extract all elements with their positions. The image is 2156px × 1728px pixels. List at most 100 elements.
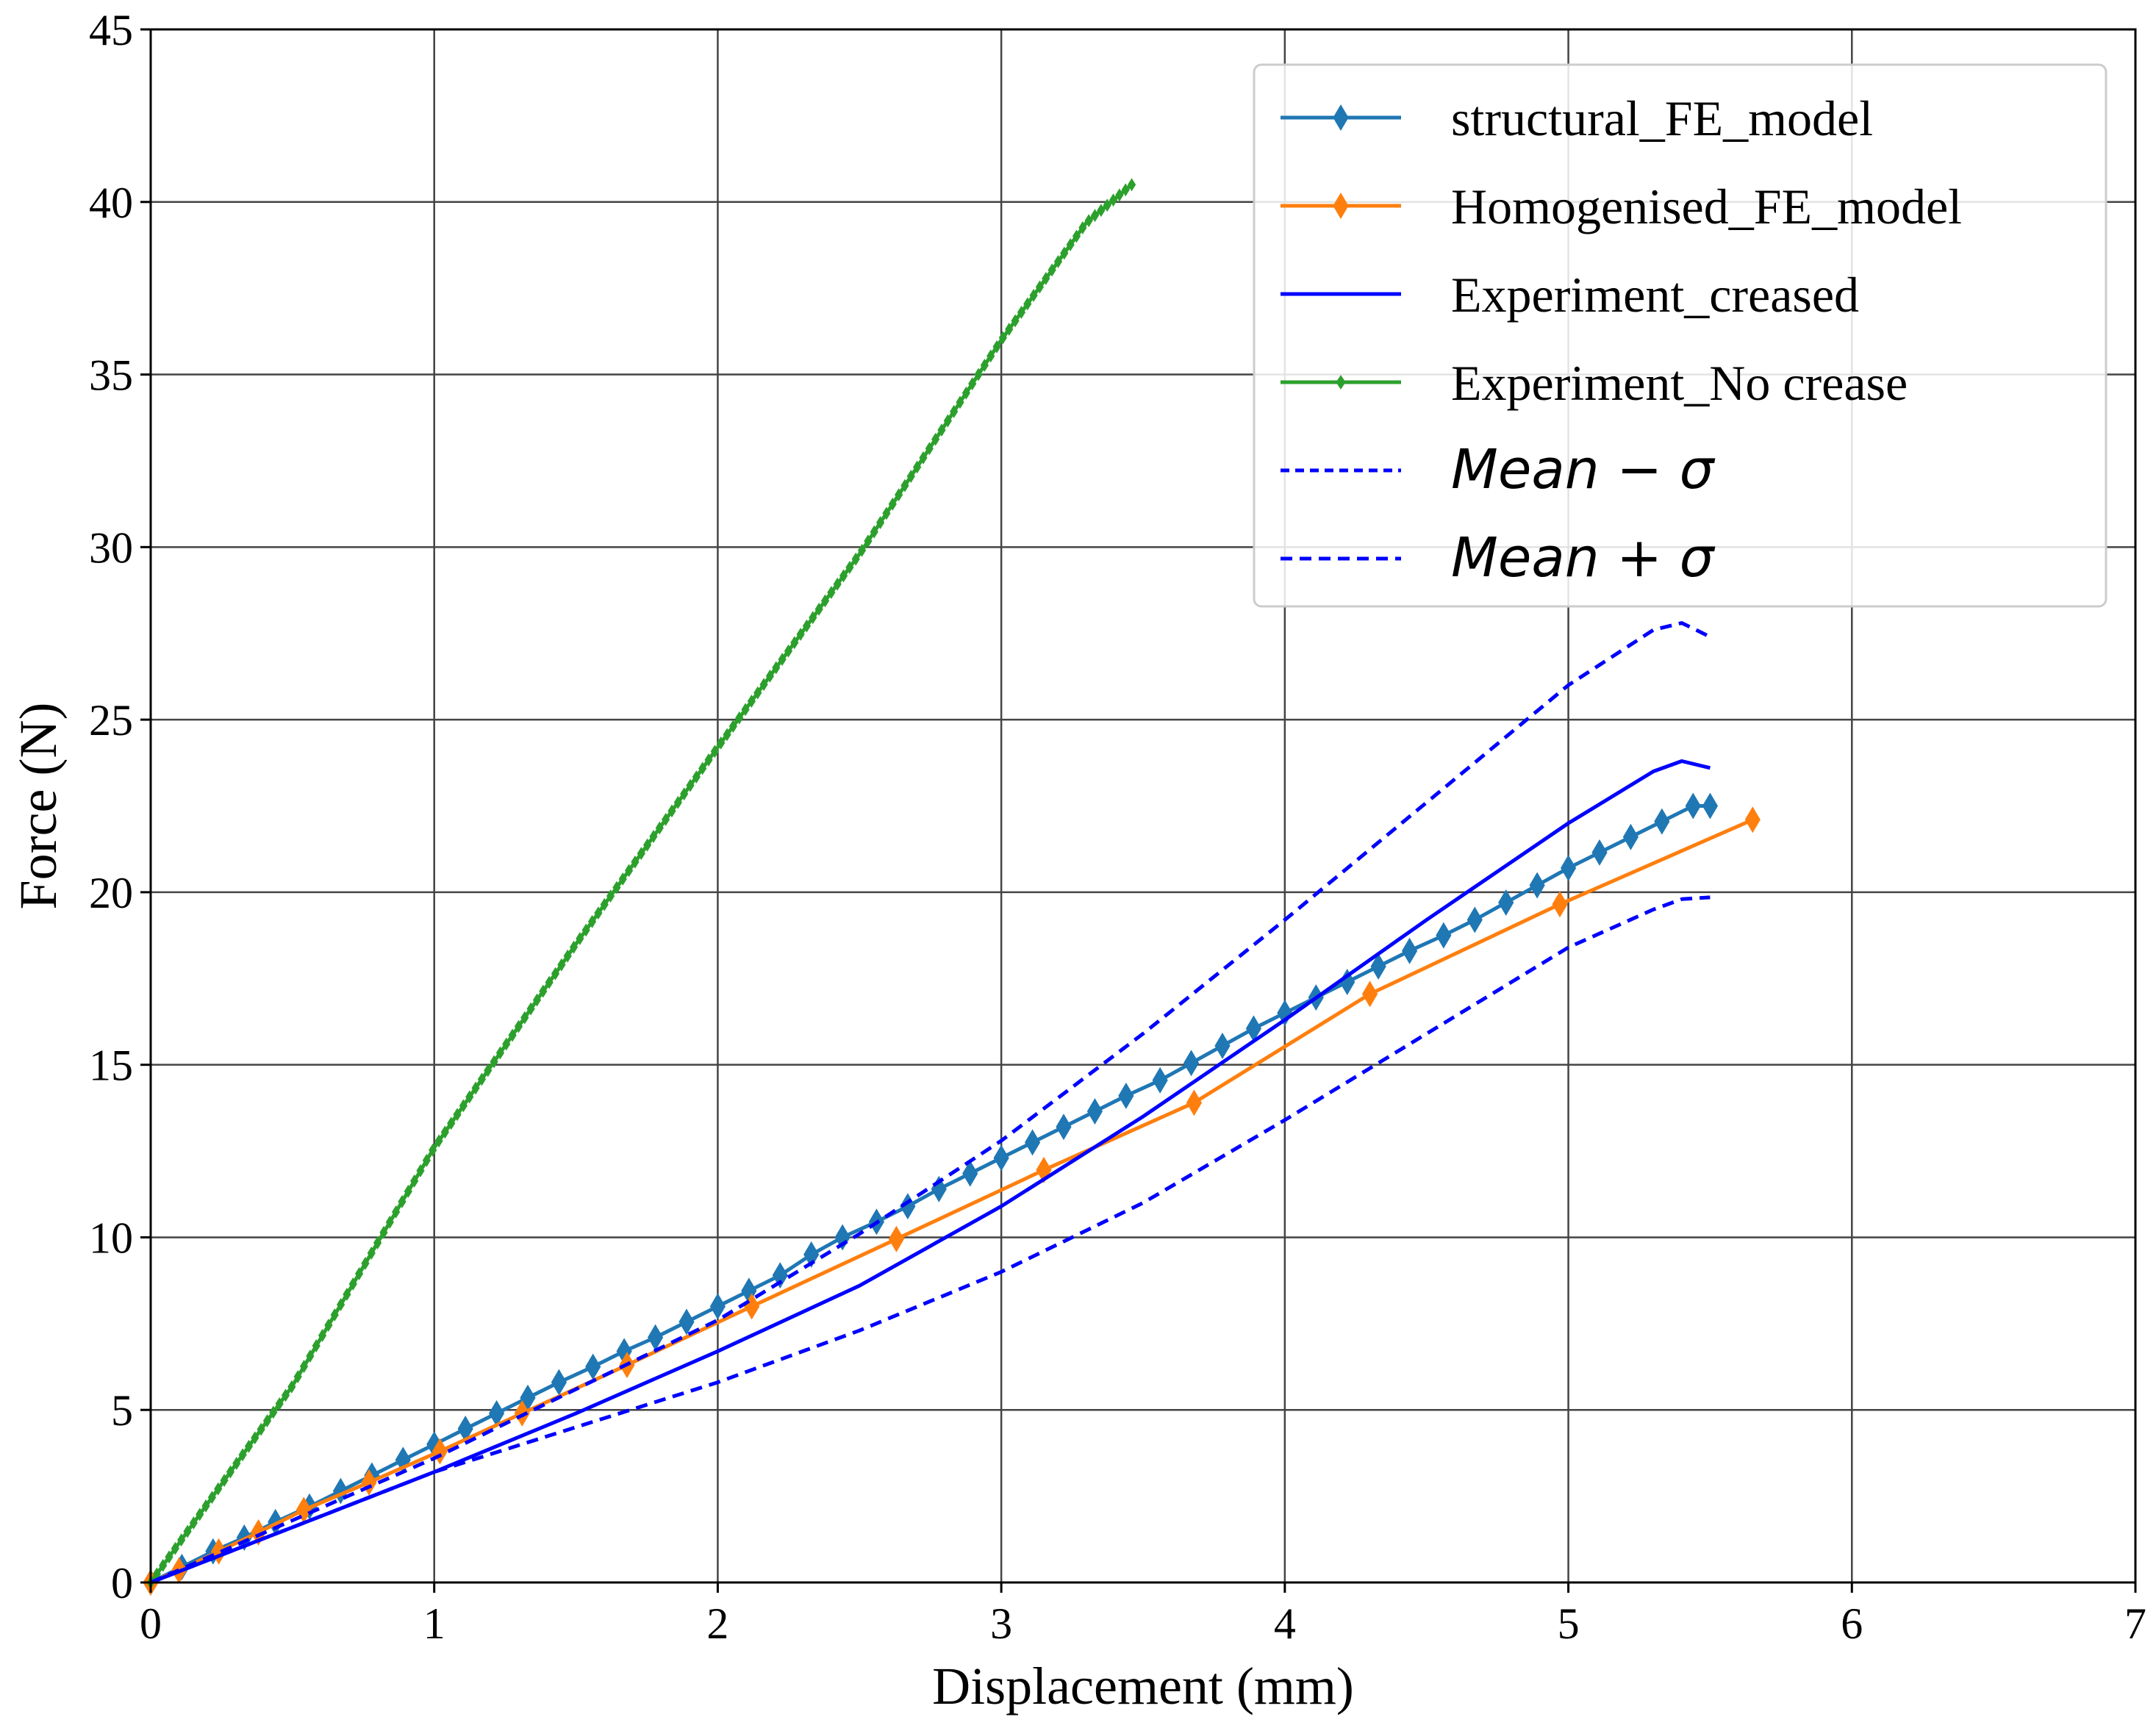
x-tick-label: 4 <box>1274 1599 1296 1648</box>
data-point <box>820 594 830 608</box>
data-point <box>875 516 885 529</box>
data-point <box>913 460 922 474</box>
data-point <box>177 1533 186 1547</box>
data-point <box>1078 221 1087 234</box>
data-point <box>1361 980 1378 1008</box>
data-point <box>348 1277 357 1291</box>
data-point <box>440 1125 449 1139</box>
x-tick-label: 2 <box>706 1599 728 1648</box>
data-point <box>735 711 744 725</box>
data-point <box>778 653 787 667</box>
data-point <box>281 1388 290 1402</box>
data-point <box>943 414 952 428</box>
data-point <box>299 1360 309 1373</box>
legend-label: Experiment_No crease <box>1451 355 1908 411</box>
data-point <box>680 787 689 801</box>
data-point <box>790 636 799 650</box>
data-point <box>244 1439 254 1453</box>
data-point <box>214 1482 223 1496</box>
plot-frame <box>149 28 2137 1584</box>
data-point <box>539 984 548 998</box>
legend-entry: Homogenised_FE_model <box>1281 179 1962 234</box>
data-point <box>262 1414 272 1428</box>
data-point <box>968 377 977 391</box>
data-point <box>1023 297 1032 311</box>
data-point <box>361 1256 370 1270</box>
y-tick-label: 40 <box>89 179 133 227</box>
data-point <box>1060 246 1069 260</box>
series-line <box>149 621 1711 1585</box>
data-point <box>802 619 812 633</box>
data-point <box>1183 1050 1200 1077</box>
data-point <box>803 1241 820 1268</box>
data-point <box>201 1499 210 1513</box>
legend-label: structural_FE_model <box>1451 90 1873 146</box>
data-point <box>587 914 597 928</box>
x-tick-label: 5 <box>1558 1599 1580 1648</box>
legend-label: Homogenised_FE_model <box>1451 179 1962 234</box>
data-point <box>532 993 542 1007</box>
data-point <box>1370 953 1386 980</box>
data-point <box>814 602 823 616</box>
data-point <box>710 745 719 759</box>
x-tick-label: 3 <box>990 1599 1012 1648</box>
data-point <box>385 1215 394 1229</box>
data-point <box>220 1474 229 1488</box>
data-point <box>563 949 572 963</box>
data-point <box>189 1516 198 1530</box>
data-point <box>1053 254 1063 268</box>
series-mean <box>150 895 1711 1585</box>
data-point <box>1744 806 1761 833</box>
y-tick-label: 0 <box>111 1559 133 1607</box>
data-point <box>882 506 891 520</box>
data-point <box>453 1108 462 1122</box>
data-point <box>980 359 989 372</box>
data-point <box>765 669 775 683</box>
y-axis-label: Force (N) <box>9 703 68 910</box>
data-point <box>784 644 793 658</box>
data-point <box>526 1002 535 1016</box>
y-tick-label: 25 <box>89 696 133 745</box>
data-point <box>741 703 750 717</box>
x-tick-label: 7 <box>2124 1599 2146 1648</box>
data-point <box>410 1174 419 1188</box>
data-point <box>398 1194 407 1208</box>
data-point <box>569 940 579 954</box>
data-point <box>931 432 940 446</box>
data-point <box>1702 792 1719 820</box>
legend-box <box>1253 63 2107 608</box>
data-point <box>392 1205 401 1219</box>
data-point <box>434 1134 443 1148</box>
data-point <box>576 932 584 945</box>
data-point <box>728 720 737 734</box>
data-point <box>416 1164 425 1177</box>
data-point <box>1084 214 1093 228</box>
data-point <box>520 1011 529 1025</box>
data-point <box>772 1262 788 1289</box>
data-point <box>667 804 676 818</box>
legend-entry: Mean − σ <box>1281 438 1716 501</box>
data-point <box>379 1225 388 1239</box>
data-point <box>1127 178 1136 192</box>
data-point <box>495 1046 505 1060</box>
data-point <box>1622 823 1639 850</box>
data-point <box>637 847 645 861</box>
series-experiment-creased <box>150 759 1711 1585</box>
data-point <box>717 736 726 750</box>
data-point <box>961 386 970 400</box>
y-tick-label: 45 <box>89 6 133 54</box>
data-point <box>373 1236 382 1250</box>
data-point <box>465 1090 474 1104</box>
data-point <box>1047 263 1056 277</box>
data-point <box>864 534 873 548</box>
data-point <box>429 1143 437 1157</box>
data-point <box>998 331 1007 345</box>
data-point <box>686 778 695 792</box>
data-point <box>171 1541 179 1555</box>
data-point <box>471 1081 480 1095</box>
data-point <box>919 451 928 465</box>
data-point <box>631 855 640 869</box>
data-point <box>974 368 983 381</box>
data-point <box>1090 209 1100 223</box>
data-point <box>839 569 848 583</box>
